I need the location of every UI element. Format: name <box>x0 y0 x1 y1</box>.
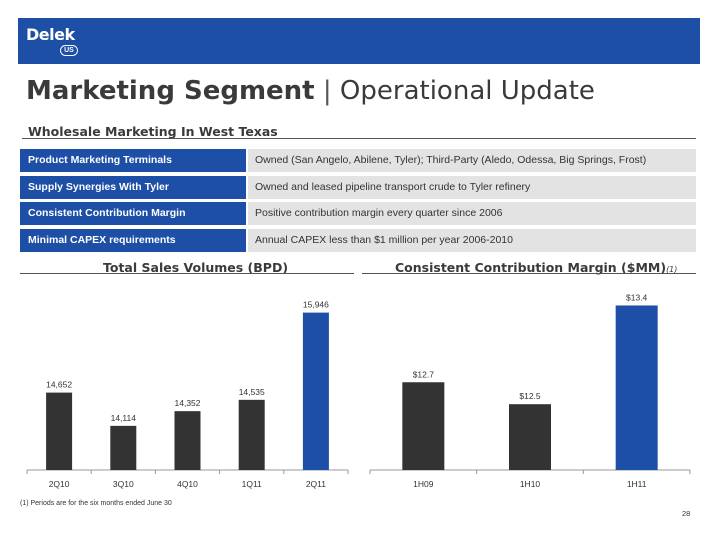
row-label: Product Marketing Terminals <box>20 149 246 172</box>
table-row: Product Marketing Terminals Owned (San A… <box>20 149 696 172</box>
x-tick-label: 2Q10 <box>49 479 70 489</box>
info-table: Product Marketing Terminals Owned (San A… <box>20 149 696 255</box>
footnote: (1) Periods are for the six months ended… <box>20 500 172 507</box>
subtitle-divider <box>22 138 696 139</box>
margin-chart-rule <box>362 273 696 274</box>
x-tick-label: 1H10 <box>520 479 541 489</box>
data-label: 14,352 <box>175 398 201 408</box>
page-title: Marketing Segment | Operational Update <box>26 76 595 106</box>
bar <box>509 404 551 470</box>
data-label: $13.4 <box>626 292 648 302</box>
x-tick-label: 1H11 <box>627 479 647 489</box>
us-logo-badge: US <box>60 45 78 56</box>
x-tick-label: 2Q11 <box>306 479 326 489</box>
data-label: $12.7 <box>413 369 435 379</box>
bar <box>238 399 265 470</box>
row-label: Minimal CAPEX requirements <box>20 228 246 252</box>
bar <box>46 392 73 470</box>
x-tick-label: 1H09 <box>413 479 434 489</box>
section-subtitle: Wholesale Marketing In West Texas <box>28 124 278 139</box>
header-bar: Delek US <box>18 18 700 64</box>
bar <box>615 305 658 470</box>
row-value: Owned and leased pipeline transport crud… <box>248 175 696 199</box>
table-row: Minimal CAPEX requirements Annual CAPEX … <box>20 228 696 252</box>
data-label: 14,114 <box>111 413 137 423</box>
bar <box>402 382 445 470</box>
row-value: Annual CAPEX less than $1 million per ye… <box>248 228 696 252</box>
page-number: 28 <box>682 509 691 518</box>
x-tick-label: 3Q10 <box>113 479 134 489</box>
margin-bar-chart: $12.7 1H09 $12.5 1H10 $13.4 1H11 <box>369 292 691 489</box>
margin-chart-title: Consistent Contribution Margin ($MM)(1) <box>395 260 677 275</box>
table-row: Supply Synergies With Tyler Owned and le… <box>20 175 696 199</box>
margin-chart-footnote-ref: (1) <box>666 265 678 274</box>
table-row: Consistent Contribution Margin Positive … <box>20 202 696 225</box>
data-label: $12.5 <box>519 391 541 401</box>
title-secondary: Operational Update <box>339 76 595 106</box>
data-label: 15,946 <box>303 300 329 310</box>
row-value: Owned (San Angelo, Abilene, Tyler); Thir… <box>248 149 696 172</box>
data-label: 14,652 <box>46 380 72 390</box>
x-tick-label: 4Q10 <box>177 479 198 489</box>
bar <box>174 411 201 470</box>
row-label: Supply Synergies With Tyler <box>20 175 246 199</box>
volumes-chart-rule <box>20 273 354 274</box>
delek-logo: Delek <box>26 25 75 44</box>
volumes-bar-chart: 14,652 2Q10 14,114 3Q10 14,352 4Q10 14,535 1Q11… <box>26 300 349 489</box>
row-value: Positive contribution margin every quart… <box>248 202 696 225</box>
row-label: Consistent Contribution Margin <box>20 202 246 225</box>
bar <box>110 425 137 470</box>
x-tick-label: 1Q11 <box>242 479 262 489</box>
volumes-chart-title: Total Sales Volumes (BPD) <box>103 260 289 275</box>
bar <box>302 312 329 470</box>
margin-chart-title-text: Consistent Contribution Margin ($MM) <box>395 260 667 275</box>
data-label: 14,535 <box>239 387 265 397</box>
title-separator: | <box>322 76 332 106</box>
title-main: Marketing Segment <box>26 76 315 106</box>
